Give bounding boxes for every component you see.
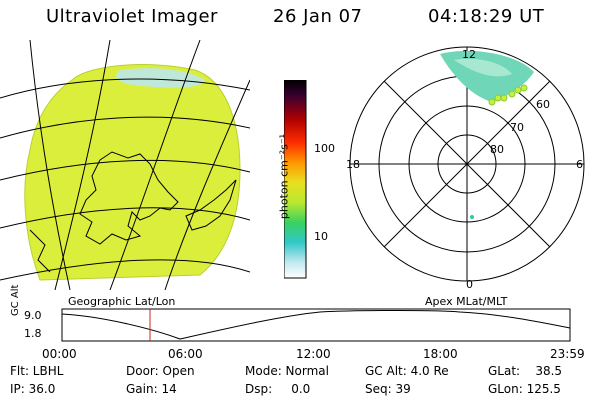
app-title: Ultraviolet Imager xyxy=(46,6,218,27)
status-seq: Seq: 39 xyxy=(365,382,411,396)
status-mode: Mode: Normal xyxy=(245,364,329,378)
status-gain: Gain: 14 xyxy=(126,382,177,396)
polar-hour-6: 6 xyxy=(576,158,583,171)
time-tick-0600: 06:00 xyxy=(168,347,203,361)
status-filter: Flt: LBHL xyxy=(10,364,64,378)
altitude-tick-1-8: 1.8 xyxy=(24,327,42,340)
geographic-label: Geographic Lat/Lon xyxy=(68,295,176,308)
apex-label: Apex MLat/MLT xyxy=(425,295,508,308)
polar-hour-18: 18 xyxy=(346,158,360,171)
geographic-map xyxy=(0,40,250,290)
polar-lat-80: 80 xyxy=(490,143,504,156)
coastline xyxy=(79,151,179,245)
colorbar-unit-label: photon cm⁻²s⁻¹ xyxy=(277,133,291,220)
header-date: 26 Jan 07 xyxy=(273,6,363,27)
time-tick-1200: 12:00 xyxy=(296,347,331,361)
altitude-plot xyxy=(61,308,571,342)
polar-hour-0: 0 xyxy=(466,278,473,291)
altitude-curve xyxy=(61,310,571,340)
status-dsp: Dsp: 0.0 xyxy=(245,382,311,396)
colorbar-tick-10: 10 xyxy=(314,230,328,243)
status-door: Door: Open xyxy=(126,364,195,378)
altitude-axis-label: GC Alt xyxy=(10,284,21,316)
uv-image-field xyxy=(24,64,241,281)
status-glat: GLat: 38.5 xyxy=(488,364,563,378)
status-glon: GLon: 125.5 xyxy=(488,382,561,396)
time-tick-0000: 00:00 xyxy=(42,347,77,361)
time-tick-1800: 18:00 xyxy=(423,347,458,361)
polar-lat-60: 60 xyxy=(536,98,550,111)
aurora-points xyxy=(488,84,528,106)
polar-hour-12: 12 xyxy=(462,48,476,61)
colorbar-tick-100: 100 xyxy=(314,142,335,155)
altitude-tick-9: 9.0 xyxy=(24,309,42,322)
status-ip: IP: 36.0 xyxy=(10,382,56,396)
color-bar xyxy=(284,80,307,279)
polar-plot xyxy=(349,46,585,282)
status-gc-alt: GC Alt: 4.0 Re xyxy=(365,364,449,378)
time-tick-2359: 23:59 xyxy=(550,347,585,361)
header-time: 04:18:29 UT xyxy=(428,6,545,27)
polar-lat-70: 70 xyxy=(510,121,524,134)
lat-lon-grid xyxy=(0,40,250,290)
